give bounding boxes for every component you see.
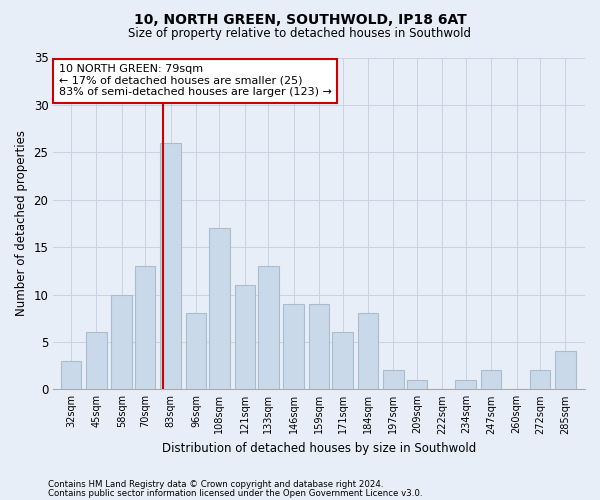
X-axis label: Distribution of detached houses by size in Southwold: Distribution of detached houses by size … xyxy=(162,442,476,455)
Bar xyxy=(455,380,476,390)
Bar xyxy=(283,304,304,390)
Bar xyxy=(186,314,206,390)
Bar xyxy=(258,266,278,390)
Text: 10 NORTH GREEN: 79sqm
← 17% of detached houses are smaller (25)
83% of semi-deta: 10 NORTH GREEN: 79sqm ← 17% of detached … xyxy=(59,64,331,98)
Bar xyxy=(160,143,181,390)
Bar xyxy=(530,370,550,390)
Text: Size of property relative to detached houses in Southwold: Size of property relative to detached ho… xyxy=(128,28,472,40)
Bar xyxy=(407,380,427,390)
Bar xyxy=(358,314,378,390)
Text: 10, NORTH GREEN, SOUTHWOLD, IP18 6AT: 10, NORTH GREEN, SOUTHWOLD, IP18 6AT xyxy=(134,12,466,26)
Bar xyxy=(112,294,132,390)
Bar xyxy=(235,285,255,390)
Y-axis label: Number of detached properties: Number of detached properties xyxy=(15,130,28,316)
Bar xyxy=(309,304,329,390)
Bar xyxy=(209,228,230,390)
Text: Contains public sector information licensed under the Open Government Licence v3: Contains public sector information licen… xyxy=(48,489,422,498)
Bar xyxy=(86,332,107,390)
Text: Contains HM Land Registry data © Crown copyright and database right 2024.: Contains HM Land Registry data © Crown c… xyxy=(48,480,383,489)
Bar xyxy=(135,266,155,390)
Bar xyxy=(332,332,353,390)
Bar xyxy=(61,361,81,390)
Bar xyxy=(481,370,502,390)
Bar xyxy=(383,370,404,390)
Bar xyxy=(555,352,576,390)
